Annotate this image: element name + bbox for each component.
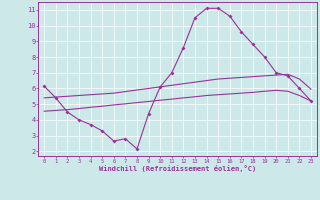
X-axis label: Windchill (Refroidissement éolien,°C): Windchill (Refroidissement éolien,°C) — [99, 165, 256, 172]
